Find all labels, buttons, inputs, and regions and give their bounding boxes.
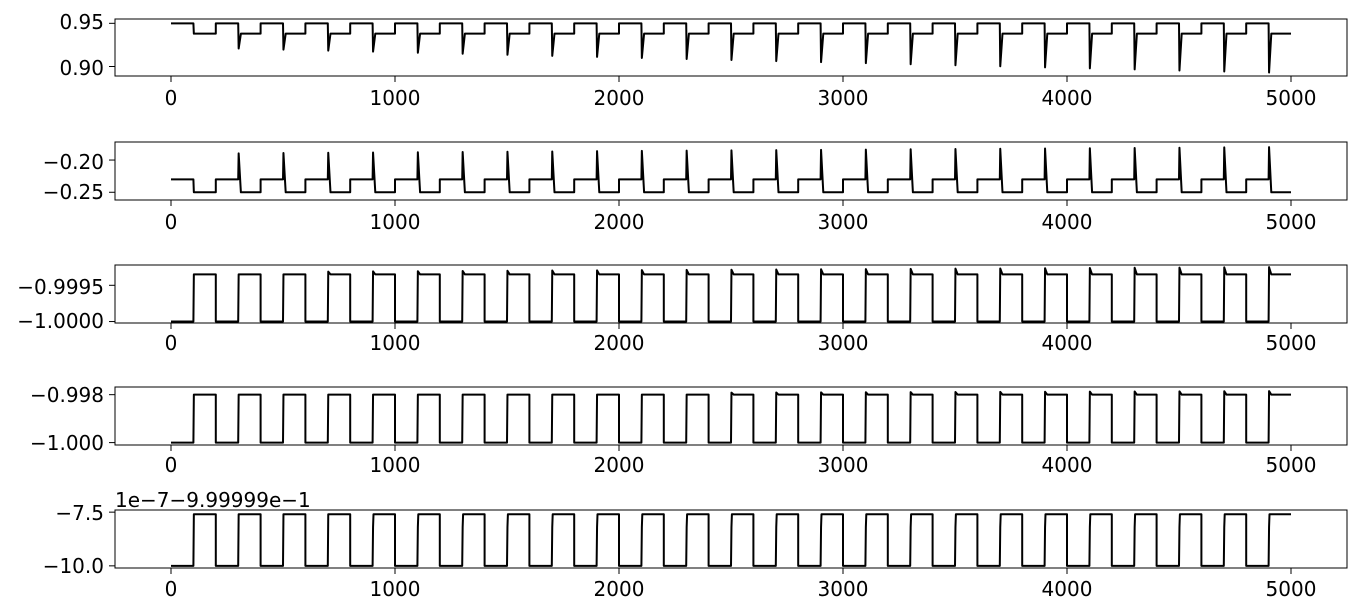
x-tick-label: 3000	[818, 210, 869, 234]
series-line	[171, 146, 1291, 194]
x-tick-label: 0	[165, 86, 178, 110]
x-tick-label: 1000	[370, 453, 421, 477]
series-line	[171, 390, 1291, 444]
x-tick-label: 3000	[818, 86, 869, 110]
x-tick-label: 4000	[1042, 210, 1093, 234]
x-tick-label: 2000	[594, 210, 645, 234]
plot-frame	[114, 264, 1348, 324]
x-tick-label: 3000	[818, 331, 869, 355]
x-tick-label: 0	[165, 210, 178, 234]
x-tick-label: 1000	[370, 577, 421, 601]
x-tick-label: 1000	[370, 331, 421, 355]
x-tick-label: 4000	[1042, 577, 1093, 601]
series-line	[171, 513, 1291, 567]
x-tick-label: 5000	[1266, 210, 1317, 234]
y-tick-label: −0.20	[43, 150, 104, 174]
y-tick-label: −1.000	[30, 431, 104, 455]
y-tick-label: −0.25	[43, 180, 104, 204]
y-tick-label: 0.95	[59, 10, 104, 34]
y-tick-label: −7.5	[55, 501, 104, 525]
plot-frame	[114, 141, 1348, 201]
x-tick-label: 3000	[818, 577, 869, 601]
x-tick-label: 1000	[370, 86, 421, 110]
x-tick-label: 2000	[594, 86, 645, 110]
x-tick-label: 4000	[1042, 331, 1093, 355]
x-tick-label: 2000	[594, 577, 645, 601]
x-tick-label: 4000	[1042, 453, 1093, 477]
y-tick-label: 0.90	[59, 56, 104, 80]
series-line	[171, 266, 1291, 323]
y-tick-label: −0.998	[30, 383, 104, 407]
x-tick-label: 1000	[370, 210, 421, 234]
x-tick-label: 0	[165, 577, 178, 601]
y-tick-label: −10.0	[43, 554, 104, 578]
axis-offset-label: 1e−7−9.99999e−1	[115, 488, 311, 512]
plot-frame	[114, 386, 1348, 446]
x-tick-label: 2000	[594, 331, 645, 355]
plot-frame	[114, 18, 1348, 77]
x-tick-label: 2000	[594, 453, 645, 477]
subplot-5: 1e−7−9.99999e−1 −7.5 −10.0 0 1000 2000 3…	[43, 488, 1348, 601]
x-tick-label: 3000	[818, 453, 869, 477]
x-tick-label: 5000	[1266, 453, 1317, 477]
series-line	[171, 22, 1291, 74]
x-tick-label: 5000	[1266, 577, 1317, 601]
x-tick-label: 0	[165, 331, 178, 355]
x-tick-label: 0	[165, 453, 178, 477]
subplot-3: −0.9995 −1.0000 0 1000 2000 3000 4000 50…	[17, 264, 1348, 355]
y-tick-label: −0.9995	[17, 275, 104, 299]
x-tick-label: 5000	[1266, 86, 1317, 110]
plot-frame	[114, 509, 1348, 569]
subplot-4: −0.998 −1.000 0 1000 2000 3000 4000 5000	[30, 383, 1348, 477]
subplot-1: 0.95 0.90 0 1000 2000 3000 4000 5000	[59, 10, 1348, 110]
x-tick-label: 5000	[1266, 331, 1317, 355]
y-tick-label: −1.0000	[17, 309, 104, 333]
subplot-2: −0.20 −0.25 0 1000 2000 3000 4000 5000	[43, 141, 1348, 234]
x-tick-label: 4000	[1042, 86, 1093, 110]
